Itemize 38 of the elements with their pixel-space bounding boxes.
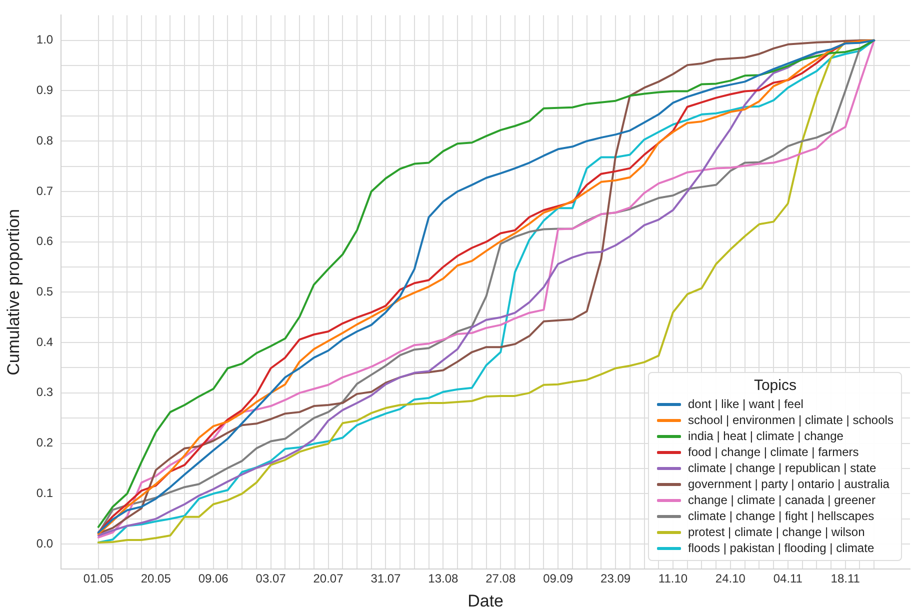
x-tick-label: 13.08 (428, 572, 459, 586)
legend-label: school | environmen | climate | schools (688, 413, 894, 428)
x-tick-label: 09.06 (198, 572, 229, 586)
y-tick-label: 0.4 (36, 334, 54, 349)
y-tick-label: 1.0 (36, 32, 54, 47)
y-tick-label: 0.3 (36, 385, 54, 400)
x-tick-label: 03.07 (256, 572, 286, 586)
legend-label: floods | pakistan | flooding | climate (688, 541, 874, 556)
legend-label: climate | change | fight | hellscapes (688, 509, 874, 524)
y-tick-label: 0.2 (36, 436, 54, 450)
y-axis-title: Cumulative proportion (4, 209, 23, 376)
y-tick-label: 0.9 (36, 83, 54, 98)
y-tick-label: 0.0 (36, 536, 54, 550)
x-tick-label: 31.07 (370, 572, 402, 586)
y-tick-label: 0.8 (36, 133, 54, 148)
legend-title: Topics (752, 377, 798, 394)
y-tick-label: 0.1 (36, 486, 54, 500)
x-tick-label: 11.10 (658, 572, 688, 586)
y-tick-label: 0.7 (36, 184, 54, 198)
y-tick-label: 0.5 (36, 284, 54, 299)
legend-label: climate | change | republican | state (688, 461, 876, 476)
x-tick-label: 23.09 (600, 572, 631, 586)
x-tick-label: 24.10 (715, 572, 746, 586)
x-tick-label: 20.07 (313, 572, 344, 586)
x-axis-title: Date (468, 591, 504, 610)
legend-label: food | change | climate | farmers (688, 445, 859, 460)
x-tick-label: 01.05 (83, 572, 114, 586)
x-tick-label: 09.09 (543, 572, 574, 586)
legend-label: change | climate | canada | greener (688, 493, 876, 508)
x-tick-label: 27.08 (486, 572, 516, 586)
legend-label: dont | like | want | feel (688, 397, 804, 412)
x-tick-label: 04.11 (773, 572, 803, 586)
legend-label: protest | climate | change | wilson (688, 525, 865, 540)
x-tick-label: 20.05 (140, 572, 172, 586)
x-tick-label: 18.11 (830, 572, 860, 586)
legend-label: india | heat | climate | change (688, 429, 844, 444)
y-tick-label: 0.6 (36, 234, 54, 248)
legend-label: government | party | ontario | australia (688, 477, 890, 492)
